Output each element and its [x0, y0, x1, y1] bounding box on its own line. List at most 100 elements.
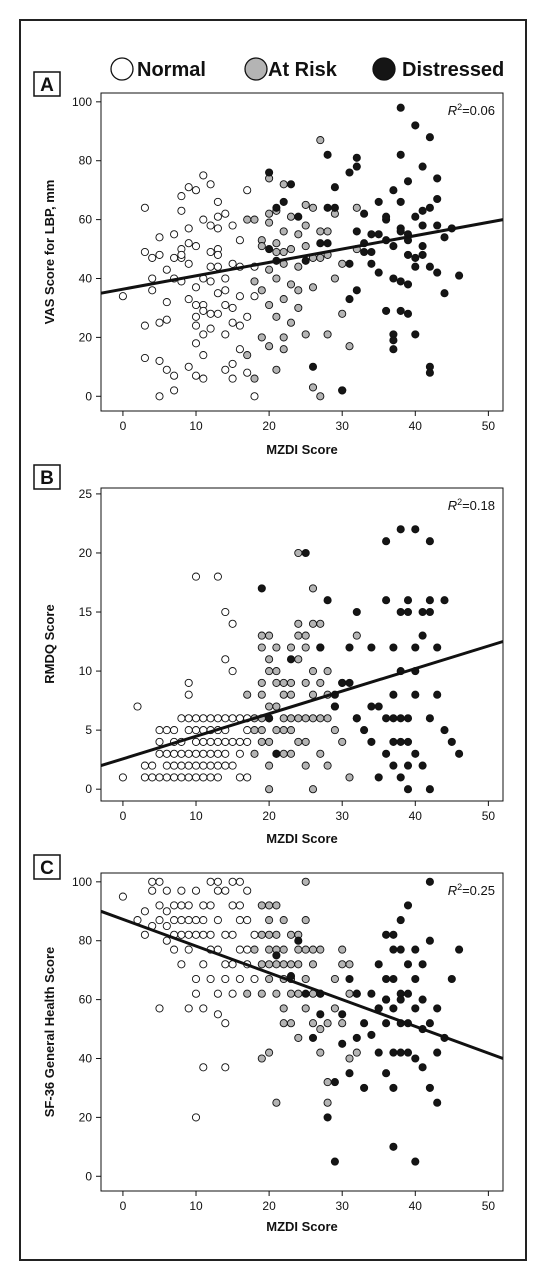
point-at-risk [352, 631, 361, 640]
point-normal [191, 714, 201, 723]
point-at-risk [308, 714, 318, 723]
point-distressed [345, 259, 354, 268]
point-normal [213, 989, 222, 998]
point-normal [118, 773, 127, 782]
point-distressed [389, 1142, 398, 1151]
point-normal [140, 907, 149, 916]
x-tick-label: 40 [409, 809, 423, 823]
point-distressed [374, 702, 383, 711]
point-distressed [286, 180, 296, 189]
point-distressed [382, 306, 391, 315]
point-distressed [389, 345, 398, 354]
point-normal [228, 930, 237, 939]
point-normal [213, 886, 222, 895]
point-distressed [433, 1098, 442, 1107]
point-normal [206, 309, 215, 318]
point-normal [228, 667, 237, 676]
y-tick-label: 60 [79, 213, 93, 227]
point-distressed [345, 295, 354, 304]
point-distressed [411, 749, 420, 758]
point-distressed [389, 1004, 398, 1013]
point-at-risk [301, 678, 310, 687]
point-at-risk [279, 714, 288, 723]
point-distressed [352, 714, 361, 723]
point-at-risk [338, 945, 347, 954]
point-distressed [396, 1048, 405, 1057]
point-distressed [403, 989, 413, 998]
point-at-risk [272, 901, 281, 910]
point-normal [213, 250, 222, 259]
point-normal [162, 773, 171, 782]
point-normal [184, 224, 193, 233]
point-normal [184, 749, 193, 758]
point-normal [221, 330, 230, 339]
point-at-risk [345, 960, 354, 969]
point-normal [199, 306, 208, 315]
point-at-risk [338, 1019, 347, 1028]
chart-panel-a: A 0 10 20 30 40 50 0 20 40 60 80 100 R2=0.06 MZDI … [33, 71, 504, 457]
point-distressed [411, 253, 420, 262]
point-normal [250, 930, 259, 939]
point-distressed [382, 596, 391, 605]
y-axis-ticks: 0 20 40 60 80 100 [72, 95, 101, 403]
point-normal [191, 242, 201, 251]
point-distressed [403, 177, 413, 186]
point-distressed [433, 690, 442, 699]
point-normal [191, 339, 201, 348]
point-normal [199, 374, 208, 383]
point-distressed [403, 309, 413, 318]
point-distressed [382, 749, 391, 758]
point-distressed [265, 168, 274, 177]
x-axis-ticks: 0 10 20 30 40 50 [120, 411, 495, 433]
point-at-risk [301, 631, 310, 640]
point-normal [213, 1010, 222, 1019]
point-at-risk [265, 960, 274, 969]
y-tick-label: 80 [79, 154, 93, 168]
point-distressed [418, 242, 427, 251]
point-normal [228, 761, 237, 770]
point-distressed [389, 336, 398, 345]
point-normal [206, 262, 215, 271]
point-distressed [418, 250, 427, 259]
point-distressed [403, 714, 413, 723]
point-distressed [389, 945, 398, 954]
point-at-risk [279, 916, 288, 925]
point-normal [177, 916, 186, 925]
point-distressed [382, 1019, 391, 1028]
point-normal [184, 690, 193, 699]
point-at-risk [279, 345, 288, 354]
point-normal [191, 300, 201, 310]
point-normal [243, 726, 252, 735]
panel-label-box [33, 854, 61, 880]
point-normal [140, 247, 149, 257]
point-normal [170, 773, 179, 782]
point-at-risk [294, 945, 303, 954]
x-tick-label: 20 [262, 419, 276, 433]
point-distressed [345, 1069, 354, 1078]
point-normal [155, 726, 164, 735]
point-normal [170, 945, 179, 954]
point-normal [191, 737, 201, 746]
point-at-risk [301, 200, 310, 209]
y-tick-label: 100 [72, 875, 92, 889]
point-at-risk [279, 960, 288, 969]
point-distressed [352, 607, 361, 617]
y-tick-label: 20 [79, 546, 93, 560]
y-tick-label: 15 [79, 605, 93, 619]
x-tick-label: 30 [336, 809, 350, 823]
y-tick-label: 10 [79, 664, 93, 678]
point-distressed [396, 525, 405, 534]
point-distressed [411, 1054, 420, 1063]
y-axis-title: RMDQ Score [42, 604, 57, 683]
point-distressed [403, 596, 413, 605]
point-distressed [403, 280, 413, 289]
point-normal [243, 916, 252, 925]
point-distressed [425, 1019, 434, 1028]
r-squared-label: R2=0.06 [448, 102, 495, 118]
point-normal [243, 886, 252, 895]
point-distressed [403, 960, 413, 969]
point-at-risk [330, 974, 339, 984]
x-tick-label: 10 [189, 1199, 203, 1213]
point-normal [191, 186, 201, 195]
point-distressed [418, 607, 427, 617]
